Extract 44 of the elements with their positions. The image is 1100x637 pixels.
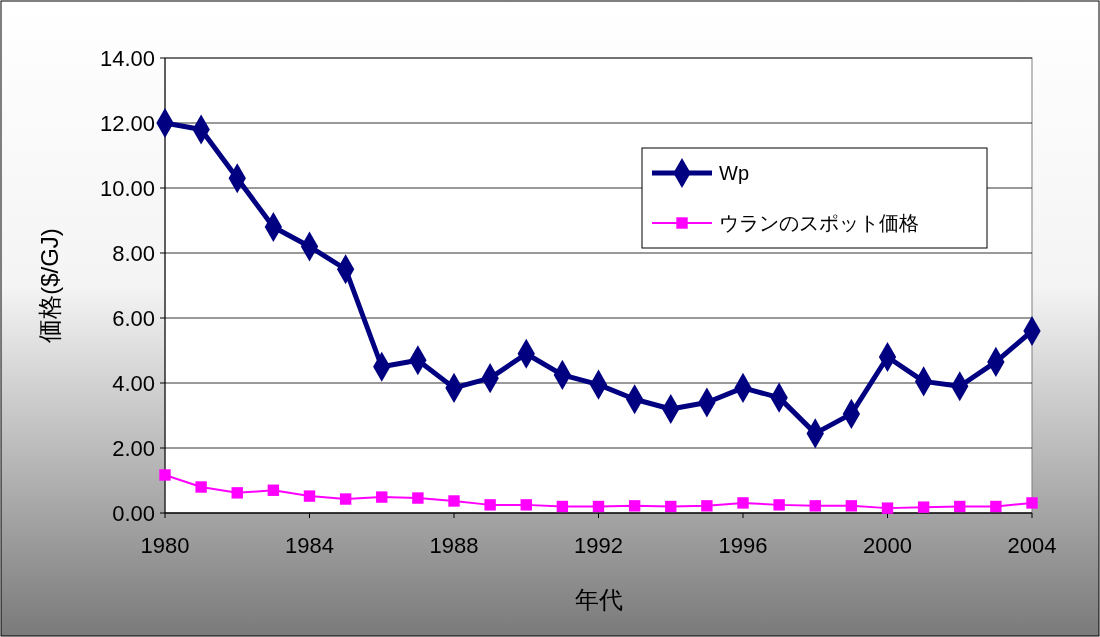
y-tick-label: 4.00: [112, 371, 155, 396]
point: [448, 495, 460, 507]
point: [556, 500, 569, 513]
point: [1026, 497, 1038, 509]
point: [628, 500, 641, 512]
x-tick-label: 1988: [429, 533, 479, 558]
y-tick-label: 6.00: [112, 306, 155, 331]
point: [412, 492, 424, 504]
y-tick-label: 12.00: [99, 111, 155, 136]
point: [339, 493, 352, 505]
y-tick-label: 2.00: [112, 436, 155, 461]
legend-label: ウランのスポット価格: [719, 212, 919, 234]
point: [990, 500, 1002, 513]
point: [809, 500, 821, 512]
x-tick-label: 1996: [718, 533, 768, 558]
point: [195, 481, 207, 493]
x-tick-label: 1992: [574, 533, 623, 558]
y-tick-label: 0.00: [112, 501, 155, 526]
point: [737, 497, 749, 509]
point: [159, 469, 171, 481]
point: [917, 501, 930, 513]
point: [592, 500, 605, 513]
legend-label: Wp: [719, 162, 749, 184]
x-axis-title: 年代: [574, 586, 623, 613]
x-tick-label: 2000: [863, 533, 912, 558]
y-tick-label: 14.00: [99, 46, 155, 71]
point: [520, 499, 532, 511]
point: [376, 491, 388, 503]
x-tick-label: 1984: [285, 533, 334, 558]
point: [773, 499, 785, 511]
point: [665, 500, 677, 513]
point: [484, 499, 496, 511]
point: [701, 500, 713, 512]
point: [881, 502, 894, 514]
y-tick-label: 10.00: [99, 176, 155, 201]
y-tick-label: 8.00: [112, 241, 155, 266]
point: [267, 484, 280, 496]
point: [303, 490, 316, 502]
x-tick-label: 1980: [140, 533, 190, 558]
point: [954, 500, 966, 513]
point: [845, 500, 858, 512]
point: [231, 487, 243, 499]
y-axis-title: 価格($/GJ): [36, 228, 63, 343]
x-tick-label: 2004: [1007, 533, 1057, 558]
